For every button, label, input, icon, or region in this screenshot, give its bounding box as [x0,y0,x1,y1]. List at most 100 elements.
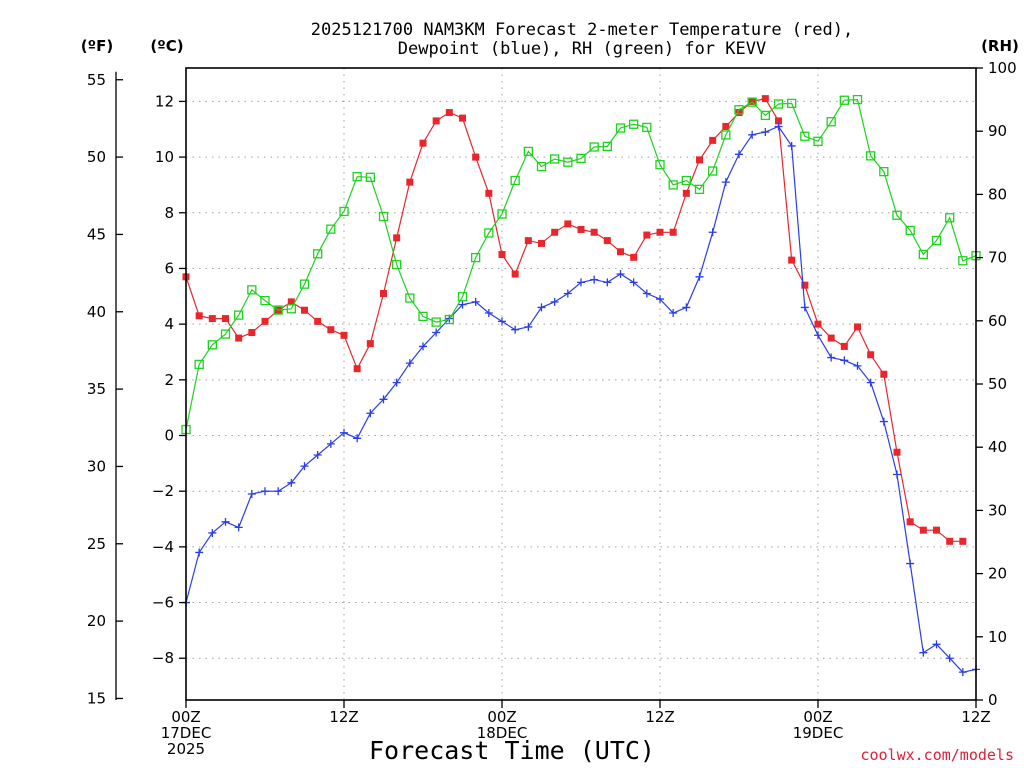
temperature-point [933,526,940,534]
rh-tick-label: 30 [988,501,1007,519]
time-tick-label: 12Z [961,708,990,726]
dewpoint-point [800,303,809,312]
rh-point [945,213,955,223]
dewpoint-point [471,297,480,306]
celsius-tick-label: 12 [155,92,174,110]
rh-unit-label: (RH) [981,37,1019,55]
temperature-point [459,114,466,122]
time-tick-label: 00Z 19DEC [793,708,844,742]
temperature-point [419,139,427,147]
temperature-point [366,340,374,348]
temperature-point [353,365,361,373]
dewpoint-point [300,462,309,471]
temperature-point [340,331,348,339]
rh-tick-label: 50 [988,375,1007,393]
rh-point [839,95,849,105]
temperature-point [761,95,769,103]
rh-point [299,279,310,289]
rh-point [931,235,942,246]
rh-point [734,105,744,115]
temperature-point [524,237,532,245]
dewpoint-point [234,523,243,532]
series-rh [181,94,981,435]
dewpoint-point [958,668,967,677]
rh-point [747,97,757,107]
dewpoint-point [392,378,401,387]
fahrenheit-tick-label: 25 [87,535,106,553]
dewpoint-point [563,289,572,298]
dewpoint-point [458,300,467,309]
temperature-point [919,526,927,534]
dewpoint-point [879,417,888,426]
dewpoint-point [774,122,783,131]
rh-point [905,225,915,236]
rh-point [457,292,468,302]
temperature-point [511,270,519,278]
temperature-point [840,342,848,350]
rh-point [615,123,626,133]
temperature-point [722,122,730,130]
celsius-tick-label: 6 [164,259,174,277]
rh-point [194,359,204,370]
dewpoint-point [787,141,796,150]
rh-point [234,310,244,320]
temperature-point [551,228,559,236]
dewpoint-point [221,517,230,526]
rh-point [536,161,547,172]
rh-point [576,153,586,164]
fahrenheit-tick-label: 50 [87,148,106,166]
rh-point [655,160,665,170]
temperature-point [656,228,664,236]
rh-point [866,151,876,161]
temperature-point [472,153,480,161]
temperature-point [946,537,954,545]
dewpoint-point [735,150,743,159]
temperature-point [314,317,322,325]
dewpoint-point [656,295,664,304]
temperature-point [669,228,677,236]
series-dewpoint [182,122,980,677]
celsius-tick-label: 0 [164,427,174,445]
temperature-point [208,315,216,323]
dewpoint-point [498,317,506,326]
rh-point [800,131,810,141]
rh-point [892,210,902,220]
series-temperature [182,95,967,545]
temperature-point [827,334,835,342]
dewpoint-point [405,359,414,368]
celsius-tick-label: 2 [164,371,174,389]
dewpoint-line [185,125,977,673]
dewpoint-point [708,228,717,237]
temperature-point [327,326,335,334]
time-tick-label: 00Z 17DEC 2025 [161,708,212,758]
temperature-point [854,323,861,331]
temperature-point [301,306,308,314]
temperature-point [735,109,743,117]
rh-point [247,285,257,295]
rh-point [879,166,889,177]
dewpoint-point [537,303,546,312]
dewpoint-point [326,439,335,448]
dewpoint-point [748,130,757,139]
temperature-point [775,117,782,125]
temperature-point [445,109,453,117]
gridlines [186,68,976,700]
dewpoint-point [827,353,836,362]
chart-title-line-1: 2025121700 NAM3KM Forecast 2-meter Tempe… [311,20,853,40]
temperature-point [801,281,809,289]
temperature-point [195,312,203,320]
temperature-point [696,156,703,164]
rh-point [760,110,770,121]
rh-point [378,211,389,222]
rh-tick-label: 0 [988,691,998,709]
temperature-point [432,117,440,125]
fahrenheit-axis: 15 20 25 30 35 40 45 50 55 [87,71,123,707]
temperature-point [617,248,624,256]
x-axis-label: Forecast Time (UTC) [369,736,655,765]
fahrenheit-tick-label: 20 [87,612,106,630]
rh-point [207,340,217,350]
temperature-point [485,189,493,197]
rh-line [185,98,977,430]
dewpoint-point [669,309,678,318]
temperature-point [748,97,756,105]
